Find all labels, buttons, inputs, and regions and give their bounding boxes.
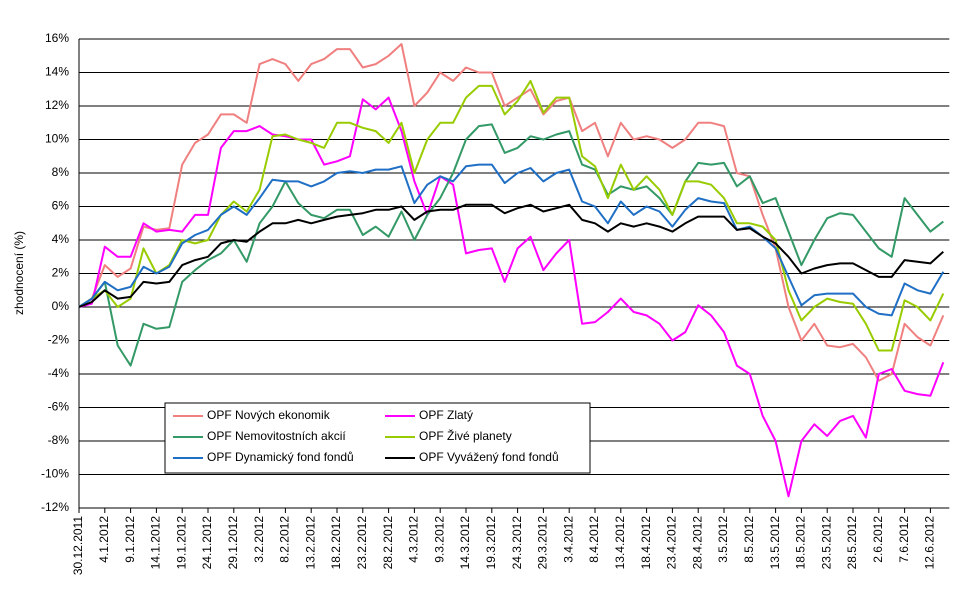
x-tick-label: 8.4.2012 xyxy=(587,516,601,563)
y-tick-label: 10% xyxy=(45,132,69,146)
x-tick-label: 3.5.2012 xyxy=(716,516,730,563)
legend-box xyxy=(164,402,591,474)
x-tick-label: 18.5.2012 xyxy=(794,516,808,570)
x-tick-label: 13.2.2012 xyxy=(303,516,317,570)
y-tick-label: 2% xyxy=(52,266,70,280)
x-tick-label: 4.3.2012 xyxy=(407,516,421,563)
y-tick-label: 6% xyxy=(52,199,70,213)
x-tick-label: 30.12.2011 xyxy=(71,516,85,575)
y-tick-label: 4% xyxy=(52,232,70,246)
series-line xyxy=(78,96,945,498)
y-tick-label: -8% xyxy=(48,433,70,447)
x-tick-label: 3.2.2012 xyxy=(252,516,266,563)
series-line xyxy=(78,43,945,382)
x-tick-label: 13.5.2012 xyxy=(768,516,782,570)
y-tick-label: 16% xyxy=(45,31,69,45)
x-tick-label: 24.1.2012 xyxy=(200,516,214,570)
x-tick-label: 19.3.2012 xyxy=(484,516,498,570)
x-tick-label: 9.3.2012 xyxy=(432,516,446,563)
y-tick-label: -6% xyxy=(48,400,70,414)
x-tick-label: 8.2.2012 xyxy=(278,516,292,563)
x-tick-label: 18.4.2012 xyxy=(639,516,653,570)
y-tick-label: 0% xyxy=(52,299,70,313)
x-tick-label: 14.1.2012 xyxy=(149,516,163,570)
x-tick-label: 28.5.2012 xyxy=(845,516,859,570)
x-tick-label: 29.1.2012 xyxy=(226,516,240,570)
legend-label: OPF Zlatý xyxy=(419,408,473,422)
x-tick-label: 19.1.2012 xyxy=(174,516,188,570)
y-tick-label: 12% xyxy=(45,98,69,112)
x-tick-label: 9.1.2012 xyxy=(123,516,137,563)
series-line xyxy=(78,79,945,352)
series-line xyxy=(78,123,944,367)
x-tick-label: 13.4.2012 xyxy=(613,516,627,570)
y-axis-label: zhodnocení (%) xyxy=(12,231,26,315)
x-tick-label: 14.3.2012 xyxy=(458,516,472,570)
x-tick-label: 3.4.2012 xyxy=(561,516,575,563)
y-tick-label: -10% xyxy=(41,467,69,481)
x-tick-label: 28.4.2012 xyxy=(690,516,704,570)
x-tick-label: 23.2.2012 xyxy=(355,516,369,570)
y-tick-label: -2% xyxy=(48,333,70,347)
x-tick-label: 4.1.2012 xyxy=(97,516,111,563)
legend: OPF Nových ekonomik OPF Zlatý OPF Nemovito… xyxy=(164,402,591,474)
x-tick-label: 23.5.2012 xyxy=(819,516,833,570)
x-tick-label: 29.3.2012 xyxy=(536,516,550,570)
x-tick-label: 8.5.2012 xyxy=(742,516,756,563)
x-tick-label: 28.2.2012 xyxy=(381,516,395,570)
legend-label: OPF Vyvážený fond fondů xyxy=(419,450,559,464)
x-tick-label: 7.6.2012 xyxy=(897,516,911,563)
x-tick-label: 18.2.2012 xyxy=(329,516,343,570)
y-tick-label: 14% xyxy=(45,65,69,79)
legend-label: OPF Nemovitostních akcií xyxy=(207,429,346,443)
y-tick-label: -4% xyxy=(48,366,70,380)
series-line xyxy=(78,163,945,317)
legend-label: OPF Dynamický fond fondů xyxy=(207,450,354,464)
y-tick-label: 8% xyxy=(52,165,70,179)
legend-label: OPF Nových ekonomik xyxy=(207,408,331,422)
x-tick-label: 23.4.2012 xyxy=(665,516,679,570)
x-tick-label: 12.6.2012 xyxy=(923,516,937,570)
series-line xyxy=(78,203,944,308)
y-tick-label: -12% xyxy=(41,500,69,514)
x-tick-label: 2.6.2012 xyxy=(871,516,885,563)
legend-label: OPF Živé planety xyxy=(419,428,512,443)
x-tick-label: 24.3.2012 xyxy=(510,516,524,570)
